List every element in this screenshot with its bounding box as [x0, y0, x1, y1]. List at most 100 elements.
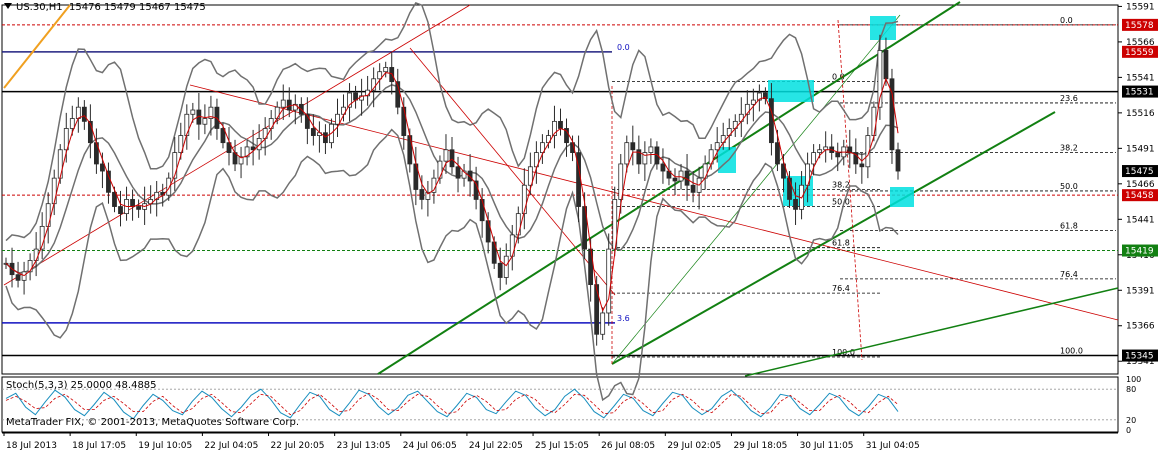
- candle-body: [347, 92, 352, 108]
- price-label-box: [1122, 18, 1158, 31]
- x-tick-label: 26 Jul 08:05: [601, 441, 655, 451]
- candle-body: [527, 166, 533, 186]
- fib-main-label: 23.6: [1060, 94, 1078, 103]
- candle-body: [606, 248, 612, 314]
- price-label: 15531: [1125, 88, 1154, 98]
- stoch-tick-label: 80: [1126, 385, 1136, 394]
- candle-body: [763, 92, 768, 100]
- candle-body: [660, 163, 666, 172]
- candle-body: [220, 128, 226, 144]
- fib-main-label: 50.0: [1060, 182, 1078, 191]
- stoch-signal-line: [5, 392, 899, 416]
- price-label-box: [1122, 45, 1158, 58]
- price-label-box: [1122, 85, 1158, 98]
- candle-body: [618, 163, 624, 200]
- candle-body: [87, 120, 93, 144]
- candle-body: [877, 50, 883, 108]
- stoch-tick-label: 0: [1126, 426, 1131, 435]
- price-label: 15458: [1125, 191, 1154, 201]
- candle-body: [654, 146, 660, 165]
- candle-body: [750, 99, 756, 105]
- y-tick-label: 15466: [1126, 180, 1155, 190]
- candle-body: [811, 152, 817, 165]
- x-tick-label: 18 Jul 17:05: [72, 441, 126, 451]
- candle-body: [75, 106, 81, 119]
- symbol-line: US.30,H1 15476 15479 15467 15475: [16, 2, 206, 13]
- x-tick-label: 29 Jul 18:05: [733, 441, 787, 451]
- y-tick-label: 15366: [1126, 322, 1155, 332]
- candle-body: [515, 213, 521, 236]
- candle-body: [280, 99, 286, 108]
- candle-body: [51, 177, 57, 205]
- candle-body: [226, 142, 232, 154]
- moving-average: [5, 72, 899, 312]
- candle-body: [57, 149, 63, 179]
- candle-body: [310, 128, 316, 136]
- price-label-box: [1122, 244, 1158, 257]
- x-tick-label: 31 Jul 04:05: [866, 441, 920, 451]
- symbol-header: US.30,H1 15476 15479 15467 15475: [4, 2, 206, 13]
- price-label: 15578: [1125, 21, 1154, 31]
- candle-body: [564, 128, 569, 144]
- candle-body: [33, 248, 39, 261]
- candle-body: [558, 120, 563, 129]
- candle-body: [630, 142, 636, 151]
- fib-inner-label: 50.0: [832, 198, 850, 207]
- candle-body: [45, 203, 51, 227]
- candle-body: [642, 152, 648, 165]
- candle-body: [27, 260, 33, 273]
- x-tick-label: 29 Jul 02:05: [667, 441, 721, 451]
- candle-body: [714, 142, 720, 151]
- stoch-tick-label: 20: [1126, 416, 1136, 425]
- orange-trendline: [3, 4, 71, 89]
- candle-body: [865, 135, 871, 168]
- candle-body: [769, 98, 774, 144]
- candle-body: [467, 170, 473, 182]
- stoch-main-line: [5, 388, 899, 420]
- candle-body: [63, 128, 69, 151]
- candle-body: [443, 149, 449, 162]
- candle-body: [775, 142, 780, 165]
- stoch-tick-label: 100: [1126, 375, 1141, 384]
- candle-body: [15, 274, 21, 281]
- y-tick-label: 15566: [1126, 38, 1155, 48]
- candle-body: [118, 206, 123, 215]
- candle-body: [503, 255, 509, 278]
- highlight-box: [718, 147, 736, 173]
- x-tick-label: 24 Jul 22:05: [469, 441, 523, 451]
- red-trendline-rising: [3, 4, 471, 286]
- candle-body: [112, 191, 117, 207]
- dropdown-triangle-icon[interactable]: [4, 3, 12, 9]
- red-channel-line: [409, 47, 616, 296]
- fib-main-label: 100.0: [1060, 347, 1083, 356]
- main-frame: [1, 4, 1119, 375]
- candle-body: [889, 78, 895, 151]
- fib-left-label: 0.0: [617, 43, 630, 52]
- green-channel-lower: [611, 111, 1056, 365]
- candle-body: [383, 67, 389, 73]
- price-label-box: [1122, 165, 1158, 178]
- y-tick-label: 15441: [1126, 215, 1155, 225]
- candle-body: [401, 106, 407, 136]
- candle-body: [208, 106, 214, 119]
- candle-body: [250, 146, 256, 151]
- candle-body: [286, 99, 292, 111]
- candle-body: [756, 92, 762, 101]
- candle-body: [437, 160, 443, 179]
- green-fan-line: [611, 14, 901, 365]
- fib-main-label: 38.2: [1060, 144, 1078, 153]
- candle-body: [540, 142, 545, 154]
- candle-body: [672, 177, 678, 182]
- price-label: 15475: [1125, 167, 1154, 177]
- candle-body: [419, 189, 425, 200]
- candle-body: [154, 191, 160, 200]
- indicator-label: Stoch(5,3,3) 25.0000 48.4885: [6, 380, 157, 391]
- fib-main-label: 0.0: [1060, 16, 1073, 25]
- candle-body: [817, 149, 823, 153]
- y-tick-label: 15391: [1126, 286, 1155, 296]
- x-tick-label: 24 Jul 06:05: [403, 441, 457, 451]
- candle-body: [853, 152, 859, 165]
- candle-body: [479, 199, 485, 222]
